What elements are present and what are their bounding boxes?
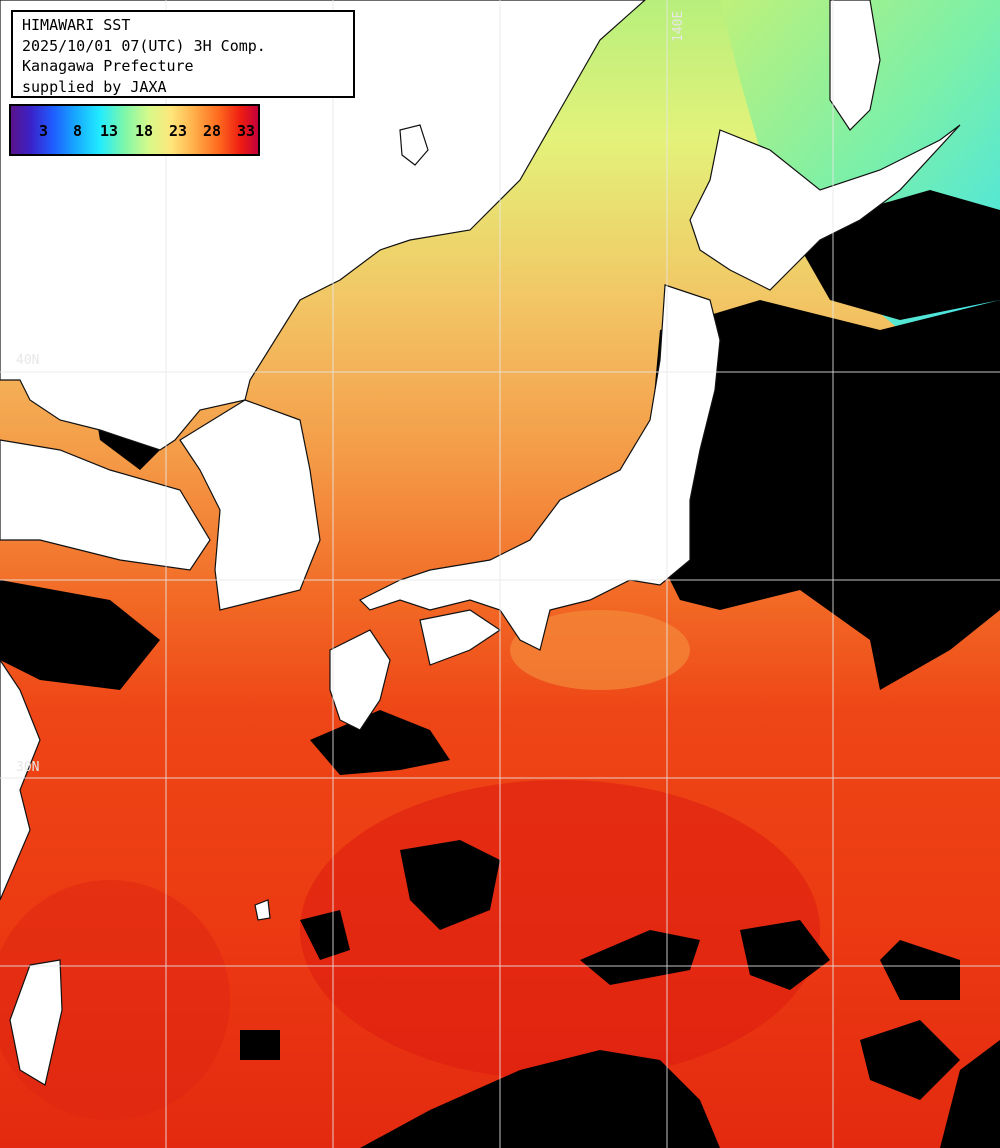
legend-tick: 23: [169, 122, 188, 140]
land-shikoku: [419, 609, 502, 666]
land-china-south: [0, 658, 41, 901]
legend-tick: 33: [237, 122, 256, 140]
map-title: HIMAWARI SST: [22, 16, 131, 34]
land-tsushima: [399, 124, 429, 166]
sea-kuroshio-tongue: [510, 610, 690, 690]
land-okinawa: [254, 899, 271, 921]
lat-label-40n: 40N: [16, 353, 40, 368]
lat-label-30n: 30N: [16, 760, 40, 775]
sea-warm-core-west: [0, 880, 230, 1120]
map-info-box: HIMAWARI SST 2025/10/01 07(UTC) 3H Comp.…: [11, 10, 355, 98]
land-sakhalin: [829, 0, 881, 131]
legend-tick: 13: [100, 122, 119, 140]
land-china-coast: [0, 439, 211, 571]
map-region: Kanagawa Prefecture: [22, 57, 194, 75]
land-taiwan: [9, 959, 63, 1086]
land-hokkaido: [689, 124, 961, 291]
land-kyushu: [329, 629, 391, 731]
legend-tick: 28: [203, 122, 222, 140]
land-korea-peninsula: [179, 399, 321, 611]
legend-tick: 8: [73, 122, 83, 140]
color-scale-legend: 3 8 13 18 23 28 33: [9, 104, 260, 156]
legend-tick: 18: [135, 122, 154, 140]
map-source: supplied by JAXA: [22, 77, 167, 96]
land-honshu: [358, 284, 721, 651]
map-timestamp: 2025/10/01 07(UTC) 3H Comp.: [22, 36, 266, 55]
legend-tick: 3: [39, 122, 49, 140]
lon-label-140e: 140E: [671, 10, 686, 42]
